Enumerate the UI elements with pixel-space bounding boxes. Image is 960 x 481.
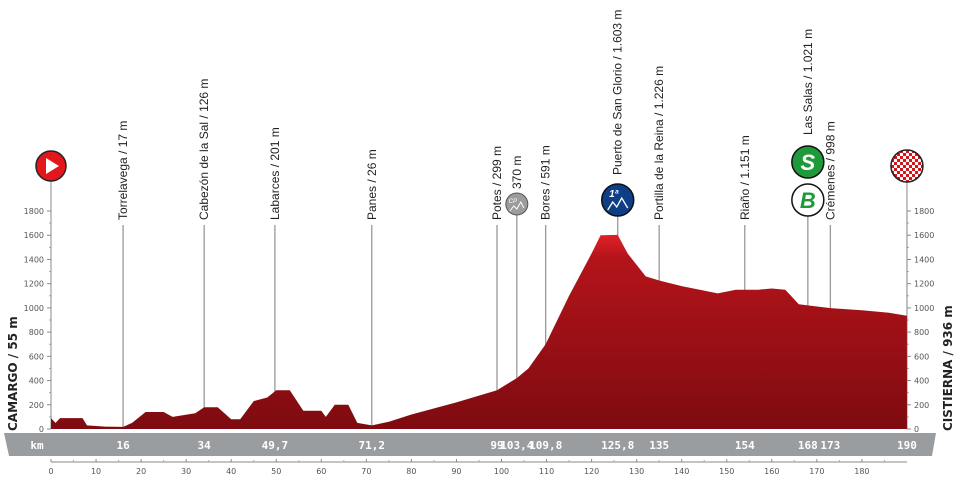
- waypoint-label: Cabezón de la Sal / 126 m: [197, 79, 211, 220]
- y-tick-label: 1400: [914, 255, 934, 264]
- x-tick-label: 0: [48, 467, 53, 476]
- y-tick-label: 1400: [24, 255, 44, 264]
- waypoint-label: 370 m: [510, 156, 524, 189]
- waypoint-label: Las Salas / 1.021 m: [801, 29, 815, 135]
- y-tick-label: 0: [39, 425, 44, 434]
- waypoint-label: Potes / 299 m: [490, 146, 504, 220]
- sprint-icon-text: S: [800, 150, 815, 175]
- y-tick-label: 1200: [914, 280, 934, 289]
- bonus-icon: [791, 183, 825, 217]
- km-band-value: 99: [490, 439, 503, 452]
- waypoint-label: Panes / 26 m: [365, 149, 379, 220]
- y-tick-label: 200: [914, 401, 929, 410]
- y-tick-label: 0: [914, 425, 919, 434]
- y-tick-label: 200: [29, 401, 44, 410]
- km-band-value: 34: [198, 439, 212, 452]
- y-tick-label: 800: [914, 328, 929, 337]
- km-band-value: 103,4: [500, 439, 533, 452]
- checkpoint-icon-text: CP: [509, 199, 517, 205]
- y-tick-label: 1600: [24, 231, 44, 240]
- x-tick-label: 120: [584, 467, 599, 476]
- y-tick-label: 1600: [914, 231, 934, 240]
- x-tick-label: 10: [91, 467, 101, 476]
- x-tick-label: 90: [451, 467, 461, 476]
- finish-city-label: CISTIERNA / 936 m: [941, 305, 955, 431]
- y-tick-label: 1800: [24, 207, 44, 216]
- finish-flag-icon: [890, 149, 924, 183]
- y-tick-label: 800: [29, 328, 44, 337]
- sprint-icon: [791, 145, 825, 179]
- x-tick-label: 60: [316, 467, 326, 476]
- x-tick-label: 50: [271, 467, 281, 476]
- x-tick-label: 170: [809, 467, 824, 476]
- y-tick-label: 400: [914, 377, 929, 386]
- start-city-label: CAMARGO / 55 m: [6, 316, 20, 431]
- waypoint-label: Portilla de la Reina / 1.226 m: [652, 66, 666, 220]
- km-band-value: 49,7: [262, 439, 289, 452]
- km-band: [4, 433, 936, 456]
- waypoint-label: Crémenes / 998 m: [823, 121, 837, 220]
- climb-category-text: 1ª: [609, 189, 619, 200]
- waypoint-label: Bores / 591 m: [539, 145, 553, 220]
- elevation-profile-area: [51, 234, 907, 429]
- x-tick-label: 20: [136, 467, 146, 476]
- x-tick-label: 150: [719, 467, 734, 476]
- km-band-value: 168: [798, 439, 818, 452]
- y-tick-label: 1200: [24, 280, 44, 289]
- y-tick-label: 600: [29, 352, 44, 361]
- x-tick-label: 140: [674, 467, 689, 476]
- km-band-unit: km: [30, 439, 44, 452]
- km-band-value: 125,8: [601, 439, 634, 452]
- mountain-glyph-icon: [509, 200, 525, 212]
- y-tick-label: 400: [29, 377, 44, 386]
- x-tick-label: 30: [181, 467, 191, 476]
- x-tick-label: 180: [854, 467, 869, 476]
- x-tick-label: 110: [539, 467, 554, 476]
- waypoint-label: Puerto de San Glorio / 1.603 m: [611, 10, 625, 175]
- km-band-value: 135: [649, 439, 669, 452]
- y-tick-label: 1000: [914, 304, 934, 313]
- x-tick-label: 40: [226, 467, 236, 476]
- x-tick-label: 80: [406, 467, 416, 476]
- x-tick-label: 130: [629, 467, 644, 476]
- play-triangle-icon: [46, 158, 59, 174]
- km-band-value: 109,8: [529, 439, 562, 452]
- y-tick-label: 1800: [914, 207, 934, 216]
- bonus-icon-text: B: [800, 188, 816, 213]
- x-tick-label: 70: [361, 467, 371, 476]
- waypoint-label: Labarces / 201 m: [268, 127, 282, 220]
- km-band-value: 173: [820, 439, 840, 452]
- waypoint-label: Torrelavega / 17 m: [116, 121, 130, 220]
- x-tick-label: 160: [764, 467, 779, 476]
- y-tick-label: 1000: [24, 304, 44, 313]
- km-band-value: 16: [116, 439, 130, 452]
- km-band-value: 71,2: [359, 439, 386, 452]
- waypoint-label: Riaño / 1.151 m: [738, 135, 752, 220]
- x-tick-label: 100: [494, 467, 509, 476]
- y-tick-label: 600: [914, 352, 929, 361]
- mountain-glyph-icon: [607, 196, 629, 211]
- km-band-value: 190: [897, 439, 917, 452]
- km-band-value: 154: [735, 439, 755, 452]
